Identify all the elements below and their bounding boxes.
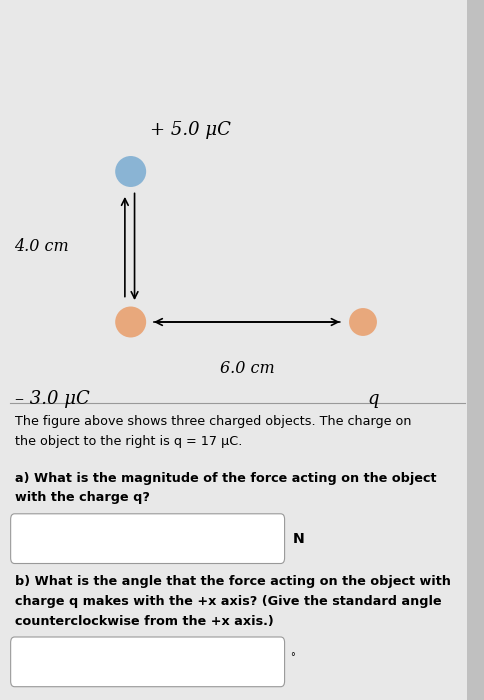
Text: b) What is the angle that the force acting on the object with: b) What is the angle that the force acti… [15,575,451,589]
Text: the object to the right is q = 17 μC.: the object to the right is q = 17 μC. [15,435,242,448]
FancyBboxPatch shape [11,637,285,687]
Text: with the charge q?: with the charge q? [15,491,150,505]
Text: 6.0 cm: 6.0 cm [220,360,274,377]
Text: a) What is the magnitude of the force acting on the object: a) What is the magnitude of the force ac… [15,472,436,485]
Text: charge q makes with the +x axis? (Give the standard angle: charge q makes with the +x axis? (Give t… [15,595,441,608]
Ellipse shape [349,308,377,336]
Bar [467,0,484,700]
Text: 4.0 cm: 4.0 cm [15,238,69,256]
Ellipse shape [115,307,146,337]
Text: q: q [367,390,378,408]
Text: The figure above shows three charged objects. The charge on: The figure above shows three charged obj… [15,415,411,428]
Text: °: ° [290,652,295,662]
Text: counterclockwise from the +x axis.): counterclockwise from the +x axis.) [15,615,273,628]
Text: N: N [293,532,304,546]
Text: + 5.0 μC: + 5.0 μC [150,120,231,139]
FancyBboxPatch shape [11,514,285,564]
Text: – 3.0 μC: – 3.0 μC [15,390,89,408]
Ellipse shape [115,156,146,187]
